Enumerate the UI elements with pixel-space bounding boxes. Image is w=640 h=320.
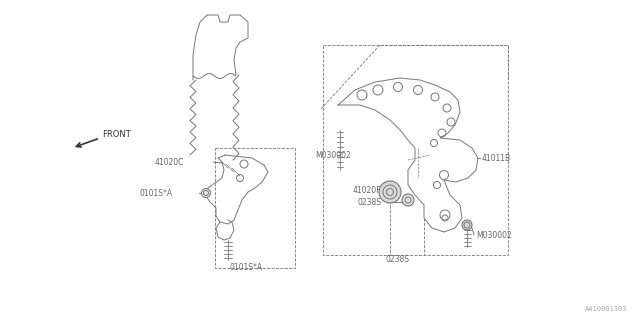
Text: 41020F: 41020F xyxy=(353,186,381,195)
Bar xyxy=(215,148,295,268)
Text: M030002: M030002 xyxy=(476,230,512,239)
Circle shape xyxy=(402,194,414,206)
Text: 41011B: 41011B xyxy=(482,154,511,163)
Text: M030002: M030002 xyxy=(315,150,351,159)
Text: 0238S: 0238S xyxy=(385,255,409,265)
Text: FRONT: FRONT xyxy=(102,130,131,139)
Text: 41020C: 41020C xyxy=(155,157,184,166)
Circle shape xyxy=(462,220,472,230)
Circle shape xyxy=(202,188,211,197)
Text: 0101S*A: 0101S*A xyxy=(140,188,173,197)
Text: A410001303: A410001303 xyxy=(584,306,627,312)
Text: 0101S*A: 0101S*A xyxy=(230,263,263,273)
Bar xyxy=(323,45,508,255)
Circle shape xyxy=(379,181,401,203)
Text: 0238S: 0238S xyxy=(357,197,381,206)
